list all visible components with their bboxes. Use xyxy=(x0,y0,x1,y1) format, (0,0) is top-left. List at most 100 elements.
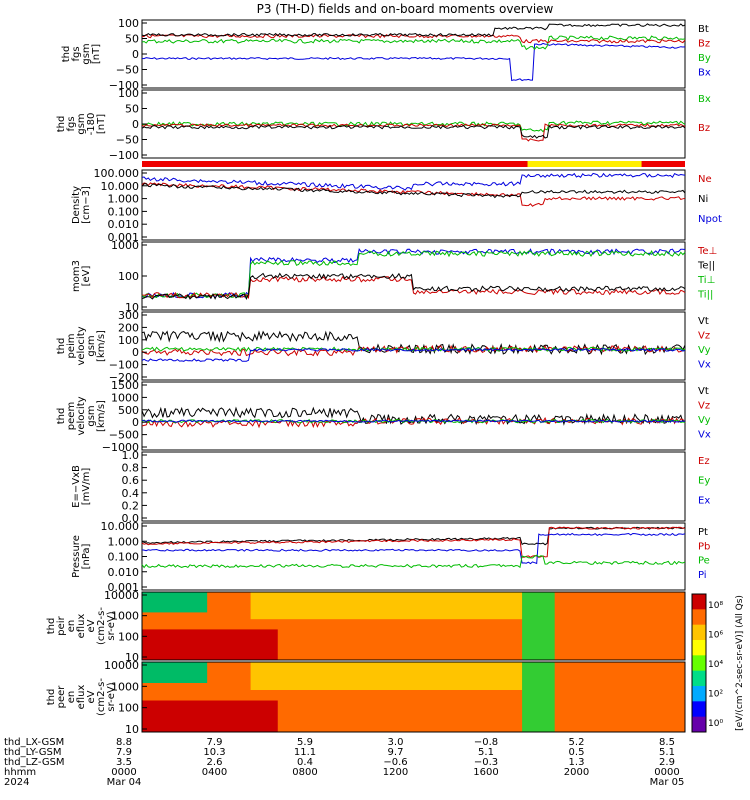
x-column-value: 1200 xyxy=(383,767,408,778)
colorbar-tick: 10⁰ xyxy=(708,719,723,729)
y-tick-label: 0 xyxy=(132,48,139,61)
y-axis-label: E=−VxB [mV/m] xyxy=(71,465,92,508)
y-axis-label-line: mom3 xyxy=(71,260,82,292)
y-axis-label-line: peem xyxy=(66,402,77,430)
colorbar: 10⁸ 10⁶ 10⁴ 10² 10⁰ [eV/(cm^2-sec-sr-eV)] (Al… xyxy=(691,593,745,733)
y-tick-label: 100 xyxy=(118,87,139,100)
y-tick-label: 1500 xyxy=(111,379,139,392)
y-axis-label-line: Density xyxy=(71,186,82,224)
y-axis-label-line: [cm−3] xyxy=(81,186,92,224)
y-tick-label: 0 xyxy=(132,346,139,359)
y-axis-label-line: gsm xyxy=(81,43,92,64)
legend-entry: Bz xyxy=(698,39,710,50)
y-tick-label: 0 xyxy=(132,118,139,131)
panel-frame xyxy=(141,19,686,89)
y-tick-label: 0.010 xyxy=(108,566,140,579)
x-column-value: 0000 xyxy=(654,767,679,778)
legend-entry: Vt xyxy=(698,386,709,397)
y-tick-label: 1000 xyxy=(111,239,139,252)
spectrogram-band-low xyxy=(142,700,278,732)
colorbar-label: [eV/(cm^2-sec-sr-eV)] (All Qs) xyxy=(735,595,745,731)
panel-4: 1000 100 10 mom3 [eV] Te⊥ Te|| Ti⊥ Ti|| xyxy=(71,239,717,314)
x-row-label: thd_LY-GSM xyxy=(4,747,61,758)
panel-10: 10000 1000 100 10 thd peer en eflux eV (cm2-s-sr-… xyxy=(46,659,686,736)
page-title: P3 (TH-D) fields and on-board moments ov… xyxy=(257,2,554,16)
series-line-1 xyxy=(141,120,686,133)
y-tick-label: 10 xyxy=(125,723,139,736)
y-tick-label: 1000 xyxy=(111,391,139,404)
colorbar-label-text: [eV/(cm^2-sec-sr-eV)] (All Qs) xyxy=(735,595,745,731)
colorbar-tick: 10² xyxy=(708,690,723,700)
colorbar-band xyxy=(692,609,706,626)
y-axis-label-line: [km/s] xyxy=(96,400,107,432)
series-line-2 xyxy=(141,526,686,558)
series-line-1 xyxy=(141,42,686,82)
spectrogram-band-event xyxy=(522,662,555,732)
y-tick-label: −200 xyxy=(109,371,139,384)
x-column-value: 2.9 xyxy=(659,757,675,768)
y-tick-label: 1.000 xyxy=(108,193,140,206)
legend-entry: Ne xyxy=(698,174,712,185)
y-axis-label: thd peem velocity gsm [km/s] xyxy=(56,396,107,435)
x-column-value: 0.4 xyxy=(297,757,313,768)
colorbar-tick: 10⁶ xyxy=(708,631,723,641)
y-axis-label-line: gsm xyxy=(86,335,97,356)
series-line-4 xyxy=(141,419,686,423)
spectrogram-band-start xyxy=(142,592,208,613)
x-column-value: 2000 xyxy=(564,767,589,778)
legend-entry: Bx xyxy=(698,68,711,79)
y-tick-label: 10 xyxy=(125,651,139,664)
y-tick-label: 0 xyxy=(132,416,139,429)
y-axis-label-line: Pressure xyxy=(71,535,82,578)
y-axis-label-line: [nPa] xyxy=(81,543,92,569)
x-column-value: 10.3 xyxy=(203,747,225,758)
legend-entry: Pi xyxy=(698,570,707,581)
legend-entry: Bx xyxy=(698,94,711,105)
y-tick-label: −500 xyxy=(109,429,139,442)
series-line-2 xyxy=(141,182,686,207)
mode-bar-fast xyxy=(527,161,642,167)
x-column-value: 5.2 xyxy=(569,737,585,748)
panel-frame xyxy=(141,661,686,733)
y-axis-label-line: eflux xyxy=(76,685,87,710)
y-axis-label-line: velocity xyxy=(76,326,87,365)
y-tick-label: 100.000 xyxy=(94,167,140,180)
legend-entry: Ez xyxy=(698,456,710,467)
legend-entry: Pe xyxy=(698,556,710,567)
x-column-value: 0800 xyxy=(292,767,317,778)
panel-1: 100 50 0 −50 −100 thd fgs gsm [nT] Bt Bz By Bx xyxy=(61,17,711,92)
x-column-value: −0.3 xyxy=(474,757,498,768)
colorbar-band xyxy=(692,670,706,687)
legend-entry: Vz xyxy=(698,331,710,342)
y-axis-label-line: gsm xyxy=(86,405,97,426)
panel-frame xyxy=(141,591,686,661)
series-line-2 xyxy=(141,417,686,429)
y-axis-label: Density [cm−3] xyxy=(71,186,92,224)
series-line-2 xyxy=(141,250,686,299)
legend-entry: Ex xyxy=(698,495,710,506)
x-column-value: 7.9 xyxy=(116,747,132,758)
x-column-value: 7.9 xyxy=(207,737,223,748)
x-column-value: 5.1 xyxy=(478,747,494,758)
y-axis-label-line: [km/s] xyxy=(96,330,107,362)
y-tick-label: −100 xyxy=(109,359,139,372)
y-tick-label: 10000 xyxy=(104,659,139,672)
x-column-value: 0.5 xyxy=(569,747,585,758)
y-tick-label: 10.000 xyxy=(101,520,140,533)
y-axis-label-line: velocity xyxy=(76,396,87,435)
y-axis-label-line: fgs xyxy=(71,46,82,61)
y-tick-label: 100 xyxy=(118,630,139,643)
series-line-4 xyxy=(141,272,686,300)
y-axis-label-line: peim xyxy=(66,333,77,358)
legend-entry: Ti⊥ xyxy=(697,275,715,286)
y-tick-label: 100 xyxy=(118,17,139,30)
colorbar-band xyxy=(692,640,706,656)
y-axis-label-line: [eV] xyxy=(81,266,92,287)
legend-entry: Ey xyxy=(698,476,710,487)
legend-entry: Vy xyxy=(698,415,711,426)
